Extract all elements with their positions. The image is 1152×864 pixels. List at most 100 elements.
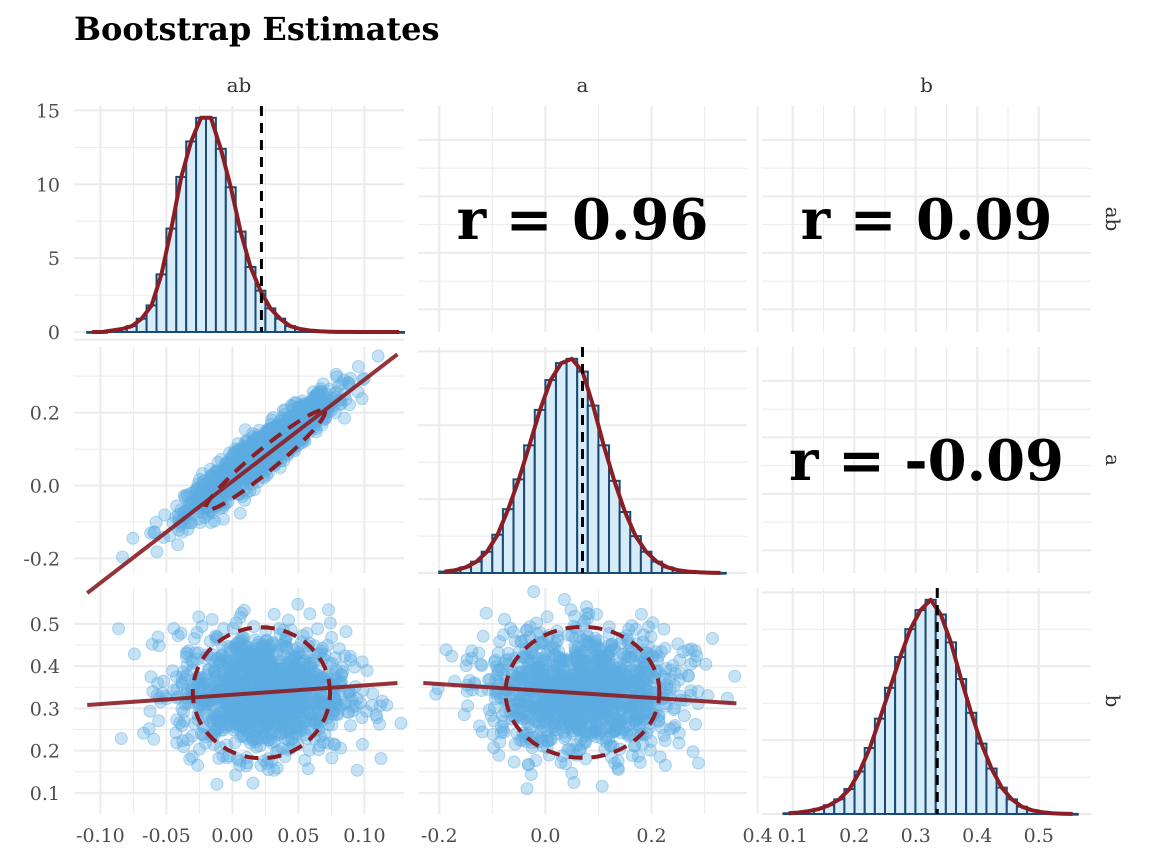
scatter-point bbox=[281, 411, 295, 425]
scatter-point bbox=[219, 460, 233, 474]
scatter-point bbox=[658, 758, 672, 772]
scatter-point bbox=[216, 652, 230, 666]
scatter-point bbox=[328, 651, 342, 665]
scatter-point bbox=[600, 648, 614, 662]
scatter-point bbox=[192, 512, 206, 526]
scatter-points-b-vs-a bbox=[423, 585, 742, 796]
scatter-point bbox=[238, 423, 252, 437]
scatter-point bbox=[313, 393, 327, 407]
histogram-bar bbox=[586, 404, 600, 575]
scatter-point bbox=[225, 450, 239, 464]
scatter-point bbox=[394, 716, 408, 730]
scatter-point bbox=[314, 391, 328, 405]
y-tick-label: 10 bbox=[36, 174, 60, 196]
histogram-ab bbox=[86, 106, 406, 334]
scatter-point bbox=[237, 448, 251, 462]
scatter-point bbox=[488, 655, 501, 669]
scatter-point bbox=[240, 434, 253, 447]
scatter-point bbox=[151, 676, 165, 690]
scatter-point bbox=[308, 389, 322, 403]
scatter-point bbox=[356, 737, 369, 751]
scatter-point bbox=[218, 464, 232, 477]
scatter-point bbox=[300, 626, 314, 640]
x-tick-label: -0.05 bbox=[142, 825, 191, 847]
histogram-bar bbox=[185, 140, 198, 333]
scatter-point bbox=[282, 613, 295, 627]
scatter-point bbox=[325, 751, 339, 765]
scatter-point bbox=[183, 497, 197, 511]
scatter-point bbox=[236, 444, 250, 458]
scatter-point bbox=[347, 700, 361, 714]
scatter-point bbox=[596, 662, 610, 676]
scatter-point bbox=[231, 453, 245, 467]
scatter-point bbox=[527, 585, 541, 599]
scatter-point bbox=[318, 395, 331, 409]
scatter-point bbox=[307, 390, 321, 404]
scatter-point bbox=[240, 440, 254, 454]
scatter-point bbox=[298, 398, 312, 412]
scatter-point bbox=[238, 447, 252, 461]
scatter-point bbox=[520, 782, 534, 796]
scatter-point bbox=[203, 462, 217, 476]
scatter-point bbox=[203, 476, 217, 490]
scatter-point bbox=[279, 411, 293, 425]
panel-grid-a-b bbox=[762, 347, 1091, 573]
x-tick-label: 0.4 bbox=[962, 825, 992, 847]
scatter-point bbox=[232, 447, 246, 461]
scatter-point bbox=[490, 668, 504, 682]
x-tick-label: 0.1 bbox=[778, 825, 808, 847]
scatter-point bbox=[259, 426, 273, 440]
scatter-point bbox=[315, 385, 329, 399]
scatter-point bbox=[177, 489, 191, 503]
scatter-point bbox=[126, 531, 140, 545]
scatter-point bbox=[273, 414, 287, 428]
scatter-point bbox=[216, 512, 230, 526]
scatter-point bbox=[247, 433, 261, 447]
scatter-point bbox=[259, 430, 273, 444]
scatter-point bbox=[300, 397, 314, 411]
scatter-point bbox=[536, 669, 550, 683]
scatter-point bbox=[321, 736, 335, 750]
scatter-point bbox=[580, 600, 593, 614]
scatter-point bbox=[190, 485, 203, 499]
scatter-point bbox=[235, 446, 249, 460]
x-tick-label: 0.4 bbox=[743, 825, 773, 847]
x-tick-label: 0.5 bbox=[1024, 825, 1054, 847]
scatter-point bbox=[374, 752, 388, 765]
scatter-point bbox=[219, 456, 233, 469]
scatter-point bbox=[344, 719, 357, 733]
scatter-point bbox=[229, 442, 242, 456]
scatter-point bbox=[188, 484, 202, 498]
scatter-point bbox=[171, 629, 185, 643]
scatter-point bbox=[329, 367, 343, 381]
scatter-point bbox=[176, 665, 190, 679]
scatter-point bbox=[166, 664, 180, 678]
scatter-point bbox=[342, 376, 356, 390]
y-tick-label: 0.3 bbox=[30, 698, 60, 720]
scatter-point bbox=[330, 370, 344, 384]
scatter-point bbox=[294, 408, 308, 422]
scatter-point bbox=[250, 435, 264, 449]
scatter-point bbox=[563, 742, 576, 756]
scatter-point bbox=[371, 349, 385, 363]
scatter-point bbox=[521, 758, 535, 772]
scatter-point bbox=[262, 425, 276, 439]
scatter-point bbox=[306, 385, 320, 399]
scatter-point bbox=[241, 435, 255, 448]
scatter-point bbox=[236, 447, 250, 461]
scatter-point bbox=[296, 405, 310, 419]
scatter-point bbox=[299, 401, 312, 415]
scatter-point bbox=[271, 418, 284, 432]
scatter-point bbox=[222, 460, 236, 474]
scatter-point bbox=[310, 392, 324, 406]
scatter-point bbox=[291, 597, 305, 611]
scatter-point bbox=[578, 674, 592, 688]
x-tick-label: -0.2 bbox=[421, 825, 458, 847]
scatter-point bbox=[237, 439, 251, 453]
scatter-point bbox=[254, 432, 268, 446]
scatter-point bbox=[658, 641, 672, 655]
scatter-point bbox=[640, 646, 654, 660]
correlation-label: r = 0.09 bbox=[801, 187, 1053, 253]
scatter-point bbox=[602, 719, 616, 733]
scatter-point bbox=[634, 607, 648, 621]
